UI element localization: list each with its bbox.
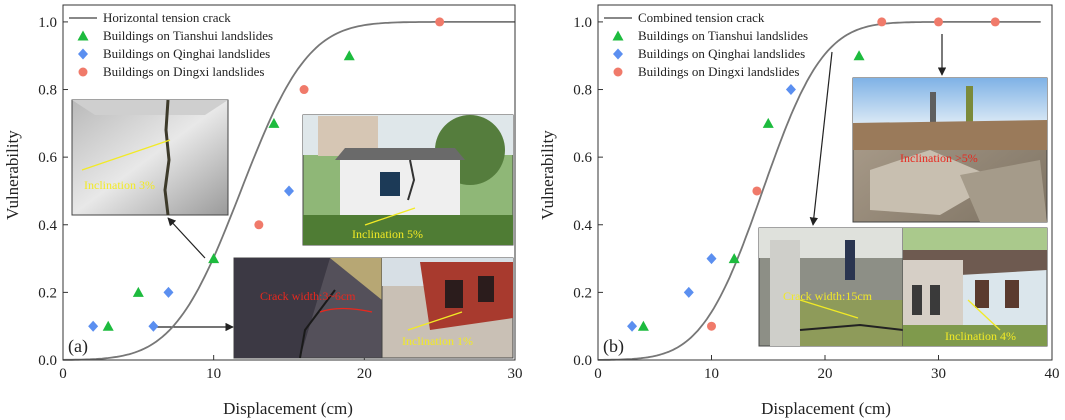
data-point-triangle bbox=[637, 320, 649, 331]
data-point-circle bbox=[877, 17, 887, 27]
legend-label: Buildings on Dingxi landslides bbox=[103, 64, 264, 79]
photo-courtyard-building: Inclination 4% bbox=[902, 227, 1048, 347]
panel-a: Vulnerability Displacement (cm) 0 10 20 300… bbox=[3, 4, 523, 418]
legend-label: Buildings on Qinghai landslides bbox=[103, 46, 270, 61]
panel-b-legend: Combined tension crack Buildings on Tians… bbox=[604, 10, 808, 79]
y-tick-label: 1.0 bbox=[573, 15, 592, 31]
x-tick-label: 30 bbox=[508, 366, 523, 382]
photo-note-a2: Inclination 5% bbox=[352, 227, 423, 241]
panel-b-label: (b) bbox=[603, 336, 624, 357]
y-tick-label: 1.0 bbox=[38, 15, 57, 31]
x-tick-label: 10 bbox=[704, 366, 719, 382]
data-point-triangle bbox=[728, 253, 740, 264]
data-point-diamond bbox=[627, 320, 638, 332]
panel-b-points bbox=[627, 17, 1000, 332]
panel-b-frame bbox=[597, 4, 1053, 361]
fragility-curve bbox=[598, 20, 1041, 361]
panel-b-xlabel: Displacement (cm) bbox=[761, 399, 891, 418]
photo-crack-ground-b: Crack width:15cm bbox=[758, 227, 904, 347]
panel-b-curve bbox=[598, 20, 1041, 361]
data-point-diamond bbox=[706, 253, 717, 265]
legend-curve-label: Horizontal tension crack bbox=[103, 10, 231, 25]
y-tick-label: 0.6 bbox=[573, 150, 592, 166]
data-point-diamond bbox=[163, 286, 174, 298]
panel-a-legend: Horizontal tension crack Buildings on Tia… bbox=[69, 10, 273, 79]
data-point-diamond bbox=[88, 320, 99, 332]
data-point-circle bbox=[752, 186, 762, 196]
data-point-circle bbox=[435, 17, 445, 27]
arrow-a1 bbox=[167, 217, 206, 259]
photo-note-b2: Crack width:15cm bbox=[783, 289, 873, 303]
data-point-circle bbox=[299, 85, 309, 95]
y-tick-label: 0.6 bbox=[38, 150, 57, 166]
data-point-diamond bbox=[683, 286, 694, 298]
legend-curve-label: Combined tension crack bbox=[638, 10, 765, 25]
x-tick-label: 30 bbox=[931, 366, 946, 382]
photo-note-b3: Inclination 4% bbox=[945, 329, 1016, 343]
photo-collapsed-building: Inclination >5% bbox=[852, 77, 1048, 223]
legend-label: Buildings on Tianshui landslides bbox=[103, 28, 273, 43]
legend-swatch-triangle bbox=[612, 30, 624, 41]
panel-a-ticks: 0 10 20 30 0.0 0.2 0.4 0.6 0.8 1.0 bbox=[38, 15, 522, 382]
legend-swatch-circle bbox=[78, 67, 88, 77]
y-tick-label: 0.4 bbox=[573, 218, 592, 234]
arrow-b2 bbox=[809, 51, 833, 226]
data-point-triangle bbox=[132, 286, 144, 297]
panel-a-ylabel: Vulnerability bbox=[3, 130, 22, 220]
photo-ground-crack: Crack width:3~6cm bbox=[233, 257, 383, 359]
panel-a-frame bbox=[62, 4, 516, 361]
panel-a-label: (a) bbox=[68, 336, 88, 357]
photo-house-crack: Inclination 5% bbox=[302, 114, 514, 246]
x-tick-label: 0 bbox=[59, 366, 67, 382]
x-tick-label: 0 bbox=[594, 366, 602, 382]
photo-interior-crack: Inclination 3% bbox=[71, 99, 229, 216]
y-tick-label: 0.2 bbox=[573, 285, 592, 301]
panel-a-xlabel: Displacement (cm) bbox=[223, 399, 353, 418]
panel-b-ylabel: Vulnerability bbox=[538, 130, 557, 220]
photo-note-a3: Crack width:3~6cm bbox=[260, 289, 356, 303]
y-tick-label: 0.0 bbox=[38, 353, 57, 369]
photo-note-a4: Inclination 1% bbox=[402, 334, 473, 348]
data-point-circle bbox=[990, 17, 1000, 27]
data-point-triangle bbox=[853, 50, 865, 61]
x-tick-label: 40 bbox=[1045, 366, 1060, 382]
data-point-triangle bbox=[343, 50, 355, 61]
data-point-triangle bbox=[102, 320, 114, 331]
y-tick-label: 0.8 bbox=[38, 83, 57, 99]
data-point-triangle bbox=[268, 117, 280, 128]
legend-label: Buildings on Dingxi landslides bbox=[638, 64, 799, 79]
data-point-circle bbox=[707, 321, 716, 331]
data-point-circle bbox=[254, 220, 264, 230]
legend-swatch-circle bbox=[613, 67, 623, 77]
panel-b: Vulnerability Displacement (cm) 0 10 20 30 4… bbox=[538, 4, 1060, 418]
data-point-diamond bbox=[785, 84, 796, 96]
legend-swatch-diamond bbox=[613, 48, 623, 60]
legend-swatch-diamond bbox=[78, 48, 88, 60]
y-tick-label: 0.0 bbox=[573, 353, 592, 369]
y-tick-label: 0.2 bbox=[38, 285, 57, 301]
panel-a-points bbox=[88, 17, 445, 332]
legend-swatch-triangle bbox=[77, 30, 89, 41]
x-tick-label: 20 bbox=[818, 366, 833, 382]
photo-red-building: Inclination 1% bbox=[381, 257, 514, 359]
data-point-triangle bbox=[208, 253, 220, 264]
y-tick-label: 0.4 bbox=[38, 218, 57, 234]
data-point-circle bbox=[934, 17, 943, 27]
panel-b-ticks: 0 10 20 30 40 0.0 0.2 0.4 0.6 0.8 1.0 bbox=[573, 15, 1059, 382]
data-point-diamond bbox=[148, 320, 159, 332]
data-point-triangle bbox=[762, 117, 774, 128]
legend-label: Buildings on Tianshui landslides bbox=[638, 28, 808, 43]
data-point-diamond bbox=[284, 185, 294, 197]
x-tick-label: 20 bbox=[357, 366, 372, 382]
legend-label: Buildings on Qinghai landslides bbox=[638, 46, 805, 61]
photo-note-b1: Inclination >5% bbox=[900, 151, 978, 165]
y-tick-label: 0.8 bbox=[573, 83, 592, 99]
x-tick-label: 10 bbox=[206, 366, 221, 382]
photo-note-a1: Inclination 3% bbox=[84, 178, 155, 192]
